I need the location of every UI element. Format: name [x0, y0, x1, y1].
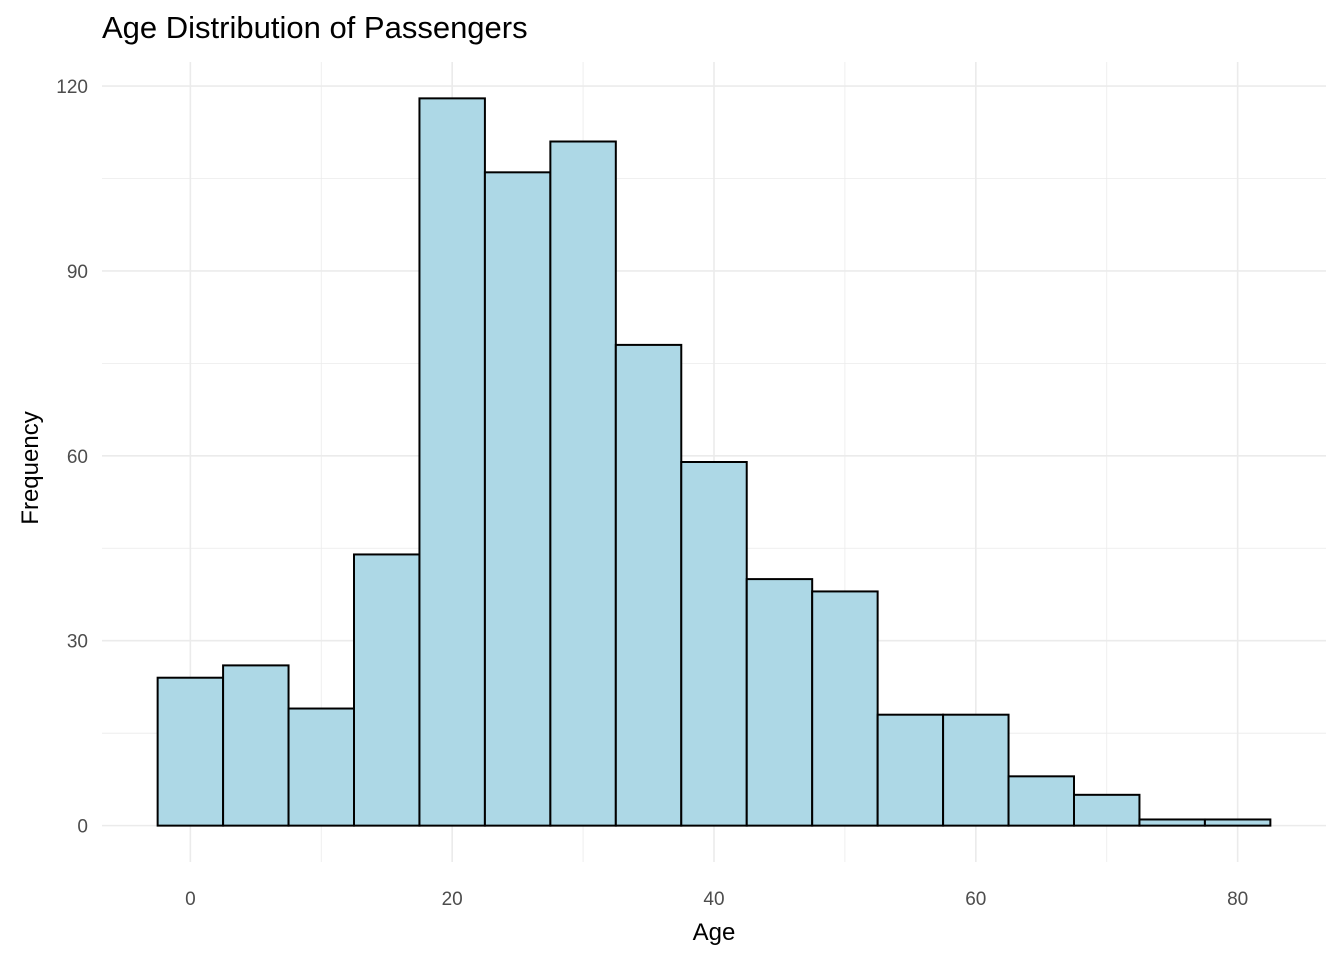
- y-tick-label: 90: [67, 262, 88, 283]
- x-axis-ticks: 0 20 40 60 80: [185, 889, 1248, 910]
- x-tick-label: 0: [185, 889, 196, 910]
- histogram-bar: [483, 171, 552, 827]
- y-tick-label: 120: [56, 77, 88, 98]
- x-tick-label: 40: [703, 889, 724, 910]
- histogram-bar: [222, 664, 290, 827]
- histogram-bar: [549, 140, 617, 827]
- y-tick-label: 0: [77, 817, 88, 838]
- histogram-bars: [156, 97, 1272, 827]
- x-tick-label: 80: [1227, 889, 1248, 910]
- histogram-bar: [418, 97, 486, 827]
- x-tick-label: 20: [442, 889, 463, 910]
- histogram-bar: [745, 578, 814, 827]
- histogram-bar: [156, 676, 225, 827]
- histogram-bar: [614, 343, 683, 827]
- histogram-bar: [811, 590, 879, 827]
- histogram-bar: [1138, 818, 1206, 827]
- histogram-bar: [353, 553, 421, 827]
- x-axis-label: Age: [693, 919, 736, 946]
- histogram-bar: [1073, 793, 1141, 827]
- histogram-bar: [942, 713, 1010, 827]
- x-tick-label: 60: [965, 889, 986, 910]
- histogram-bar: [1203, 818, 1272, 827]
- y-axis-label: Frequency: [17, 411, 44, 524]
- histogram-bar: [876, 713, 945, 827]
- histogram-bar: [1007, 775, 1076, 827]
- y-tick-label: 30: [67, 632, 88, 653]
- y-tick-label: 60: [67, 447, 88, 468]
- y-axis-ticks: 0 30 60 90 120: [56, 77, 88, 838]
- histogram-bar: [680, 461, 748, 827]
- histogram-bar: [287, 707, 355, 827]
- chart-title: Age Distribution of Passengers: [102, 10, 528, 45]
